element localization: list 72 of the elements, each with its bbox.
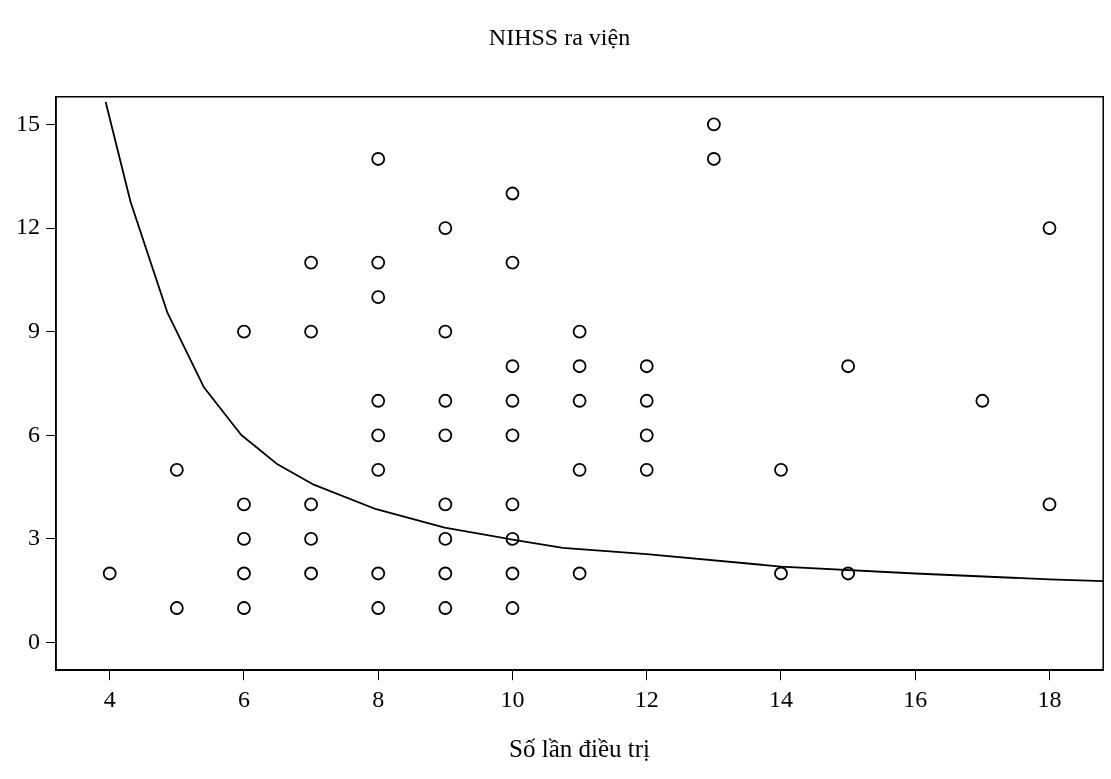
chart-title: NIHSS ra viện — [488, 23, 631, 50]
x-tick-label: 6 — [237, 685, 250, 712]
point — [102, 566, 117, 581]
x-tick-label: 8 — [372, 685, 385, 712]
y-tick-label: 3 — [28, 524, 40, 551]
x-tick-label: 14 — [768, 685, 793, 712]
point — [371, 255, 386, 270]
point — [639, 462, 654, 477]
point — [505, 393, 520, 408]
point — [304, 324, 318, 339]
point — [371, 290, 386, 305]
point — [438, 428, 453, 443]
point — [505, 359, 520, 374]
point — [505, 186, 520, 201]
point — [304, 532, 318, 546]
x-tick-label: 18 — [1037, 685, 1062, 712]
point — [237, 601, 251, 615]
point — [438, 601, 453, 615]
point — [1042, 221, 1057, 235]
x-tick-label: 16 — [903, 685, 928, 712]
point — [438, 497, 453, 512]
point — [237, 566, 251, 581]
point — [371, 393, 386, 408]
point — [505, 601, 520, 615]
point — [572, 359, 587, 374]
point — [438, 221, 453, 235]
point — [639, 393, 654, 408]
point — [371, 601, 386, 615]
point — [505, 497, 520, 512]
point — [371, 566, 386, 581]
point — [371, 428, 386, 443]
point — [572, 393, 587, 408]
point — [237, 324, 251, 339]
x-tick-label: 10 — [500, 685, 525, 712]
point — [975, 393, 990, 408]
x-tick-label: 12 — [634, 685, 659, 712]
x-axis-title: Số lần điều trị — [509, 734, 651, 762]
y-tick-label: 9 — [28, 316, 40, 343]
point — [505, 255, 520, 270]
point — [304, 566, 318, 581]
point — [639, 428, 654, 443]
point — [572, 324, 587, 339]
point — [505, 532, 520, 546]
point — [572, 462, 587, 477]
point — [438, 393, 453, 408]
point — [438, 532, 453, 546]
point — [237, 497, 251, 512]
point — [1042, 497, 1057, 512]
y-tick-label: 6 — [28, 420, 40, 447]
point — [774, 566, 788, 581]
point — [774, 462, 788, 477]
point — [237, 532, 251, 546]
point — [304, 497, 318, 512]
y-tick-label: 12 — [16, 213, 40, 240]
point — [841, 566, 856, 581]
point — [706, 117, 721, 132]
point — [706, 152, 721, 166]
point — [438, 566, 453, 581]
point — [304, 255, 318, 270]
point — [505, 566, 520, 581]
point — [438, 324, 453, 339]
point — [639, 359, 654, 374]
point — [572, 566, 587, 581]
point — [371, 152, 386, 166]
point — [371, 462, 386, 477]
point — [841, 359, 856, 374]
point — [169, 462, 184, 477]
x-tick-label: 4 — [103, 685, 116, 712]
y-tick-label: 15 — [16, 109, 40, 136]
y-tick-label: 0 — [28, 627, 40, 654]
point — [169, 601, 184, 615]
point — [505, 428, 520, 443]
